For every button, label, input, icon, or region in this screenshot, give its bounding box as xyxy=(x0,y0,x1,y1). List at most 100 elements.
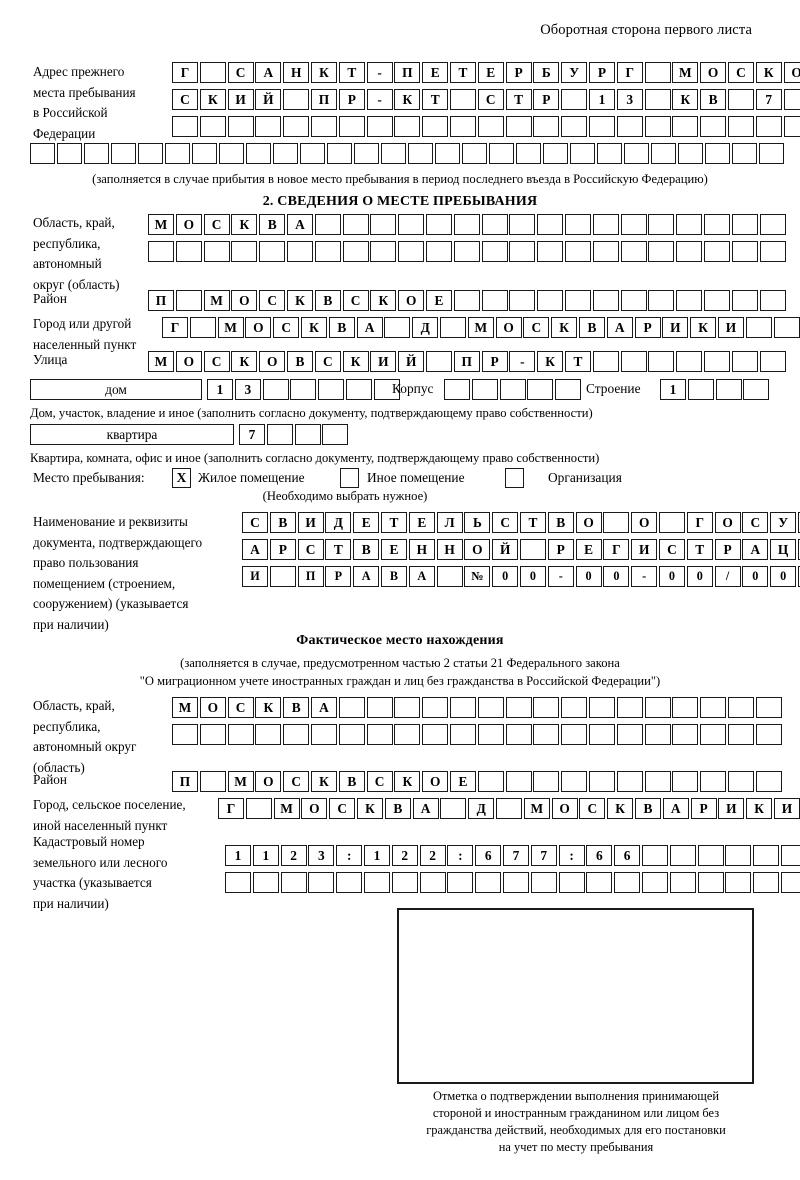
form-cell[interactable]: Т xyxy=(380,512,407,533)
form-cell[interactable] xyxy=(558,872,585,893)
form-cell[interactable] xyxy=(434,143,460,164)
form-cell[interactable]: К xyxy=(310,62,337,83)
form-cell[interactable]: В xyxy=(700,89,727,110)
form-cell[interactable]: И xyxy=(662,317,689,338)
form-cell[interactable] xyxy=(391,872,418,893)
form-cell[interactable]: О xyxy=(464,539,491,560)
form-cell[interactable]: Т xyxy=(519,512,546,533)
form-cell[interactable]: 2 xyxy=(419,845,446,866)
form-cell[interactable] xyxy=(644,697,671,718)
form-cell[interactable]: 1 xyxy=(225,845,251,866)
form-cell[interactable]: А xyxy=(356,317,383,338)
form-cell[interactable] xyxy=(384,317,411,338)
form-cell[interactable]: С xyxy=(523,317,550,338)
form-cell[interactable] xyxy=(592,351,619,372)
form-cell[interactable]: Г xyxy=(162,317,188,338)
form-cell[interactable]: С xyxy=(273,317,300,338)
form-cell[interactable]: 0 xyxy=(686,566,713,587)
form-cell[interactable]: С xyxy=(227,697,254,718)
form-cell[interactable]: О xyxy=(259,351,286,372)
form-cell[interactable] xyxy=(687,379,714,400)
form-cell[interactable] xyxy=(272,143,298,164)
form-cell[interactable]: В xyxy=(547,512,574,533)
form-cell[interactable]: К xyxy=(310,771,337,792)
form-cell[interactable]: С xyxy=(227,62,254,83)
form-cell[interactable]: В xyxy=(314,290,341,311)
form-cell[interactable] xyxy=(461,143,487,164)
form-cell[interactable] xyxy=(676,214,703,235)
form-cell[interactable] xyxy=(199,724,226,745)
form-cell[interactable]: Т xyxy=(422,89,449,110)
form-cell[interactable]: Й xyxy=(255,89,282,110)
form-cell[interactable] xyxy=(759,241,786,262)
form-cell[interactable] xyxy=(623,143,649,164)
form-cell[interactable]: К xyxy=(690,317,717,338)
form-cell[interactable] xyxy=(592,241,619,262)
form-cell[interactable] xyxy=(290,379,317,400)
form-cell[interactable]: 0 xyxy=(575,566,602,587)
form-cell[interactable] xyxy=(616,724,643,745)
form-cell[interactable]: М xyxy=(227,771,254,792)
form-cell[interactable] xyxy=(444,379,470,400)
form-cell[interactable] xyxy=(561,771,588,792)
form-cell[interactable]: С xyxy=(742,512,769,533)
form-cell[interactable] xyxy=(425,351,452,372)
form-cell[interactable] xyxy=(703,241,730,262)
form-cell[interactable]: О xyxy=(231,290,258,311)
form-cell[interactable]: К xyxy=(607,798,634,819)
prev-address-row-4[interactable] xyxy=(30,143,786,164)
form-cell[interactable]: К xyxy=(755,62,782,83)
form-cell[interactable] xyxy=(533,771,560,792)
form-cell[interactable] xyxy=(30,143,56,164)
form-cell[interactable]: К xyxy=(199,89,226,110)
form-cell[interactable] xyxy=(588,116,615,137)
form-cell[interactable] xyxy=(672,771,699,792)
form-cell[interactable] xyxy=(745,317,772,338)
form-cell[interactable] xyxy=(394,116,421,137)
form-cell[interactable]: П xyxy=(394,62,421,83)
form-cell[interactable] xyxy=(419,872,446,893)
form-cell[interactable]: М xyxy=(203,290,230,311)
form-cell[interactable]: Н xyxy=(436,539,463,560)
form-cell[interactable] xyxy=(336,872,363,893)
form-cell[interactable] xyxy=(676,351,703,372)
form-cell[interactable]: 1 xyxy=(207,379,233,400)
form-cell[interactable] xyxy=(780,845,800,866)
form-cell[interactable] xyxy=(755,697,782,718)
form-cell[interactable] xyxy=(499,379,526,400)
form-cell[interactable] xyxy=(314,241,341,262)
form-cell[interactable] xyxy=(648,351,675,372)
form-cell[interactable] xyxy=(477,724,504,745)
form-cell[interactable] xyxy=(755,724,782,745)
form-cell[interactable]: Т xyxy=(686,539,713,560)
form-cell[interactable]: Р xyxy=(325,566,352,587)
form-cell[interactable]: О xyxy=(199,697,226,718)
form-cell[interactable] xyxy=(727,697,754,718)
form-cell[interactable] xyxy=(338,116,365,137)
form-cell[interactable] xyxy=(588,724,615,745)
form-cell[interactable] xyxy=(225,872,251,893)
form-cell[interactable] xyxy=(731,290,758,311)
form-cell[interactable] xyxy=(537,214,564,235)
form-cell[interactable]: О xyxy=(245,317,272,338)
form-cell[interactable] xyxy=(677,143,703,164)
form-cell[interactable] xyxy=(488,143,514,164)
form-cell[interactable] xyxy=(477,771,504,792)
form-cell[interactable] xyxy=(725,845,752,866)
form-cell[interactable]: Л xyxy=(436,512,463,533)
form-cell[interactable]: В xyxy=(634,798,661,819)
form-cell[interactable] xyxy=(440,798,467,819)
form-cell[interactable]: М xyxy=(672,62,699,83)
form-cell[interactable]: Р xyxy=(533,89,560,110)
form-cell[interactable]: О xyxy=(631,512,658,533)
form-cell[interactable] xyxy=(509,290,536,311)
form-cell[interactable] xyxy=(299,143,325,164)
form-cell[interactable] xyxy=(453,290,480,311)
form-cell[interactable]: Е xyxy=(449,771,476,792)
form-cell[interactable] xyxy=(449,724,476,745)
